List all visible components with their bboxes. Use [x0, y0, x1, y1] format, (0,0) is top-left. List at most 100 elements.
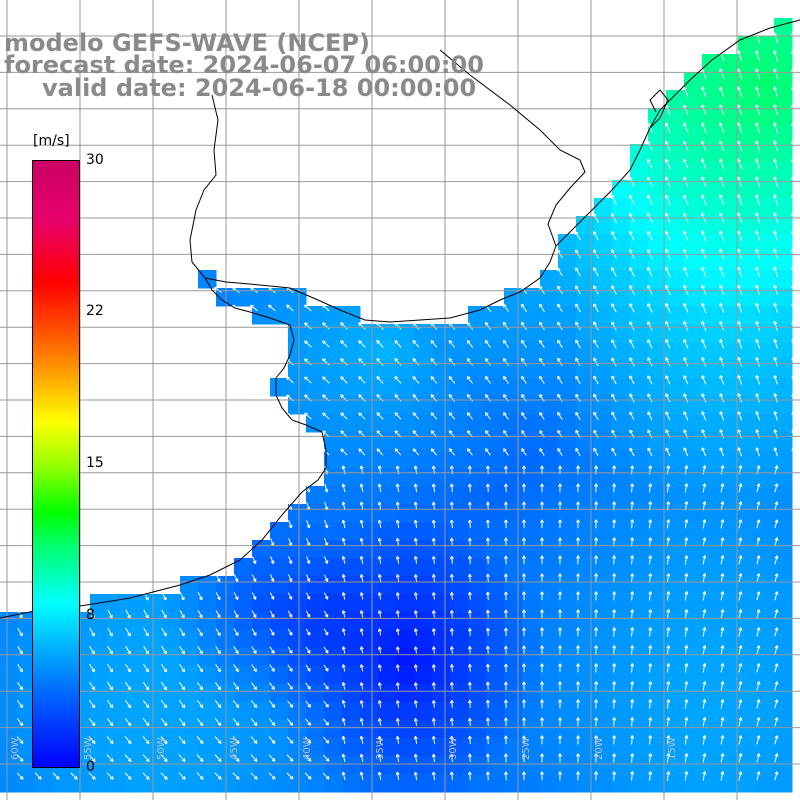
wind-cell	[666, 378, 685, 397]
wind-arrow	[701, 86, 707, 98]
wind-cell	[630, 306, 649, 325]
wind-cell	[378, 594, 397, 613]
wind-cell	[774, 378, 793, 397]
wind-arrow	[448, 448, 455, 456]
wind-arrow	[773, 393, 778, 403]
wind-cell	[684, 216, 703, 235]
wind-cell	[630, 522, 649, 541]
wind-arrow	[646, 194, 653, 206]
wind-cell	[720, 414, 739, 433]
wind-arrow	[322, 304, 330, 312]
wind-cell	[324, 540, 343, 559]
wind-cell	[378, 522, 397, 541]
wind-arrow	[395, 735, 400, 744]
wind-arrow	[666, 573, 671, 583]
wind-cell	[324, 468, 343, 487]
wind-cell	[576, 378, 595, 397]
wind-arrow	[503, 555, 508, 565]
wind-arrow	[431, 682, 436, 690]
wind-field-cells	[0, 18, 793, 793]
wind-cell	[216, 612, 235, 631]
wind-cell	[396, 576, 415, 595]
wind-arrow	[323, 664, 329, 672]
wind-arrow	[701, 338, 707, 349]
wind-arrow	[197, 645, 203, 655]
wind-arrow	[160, 754, 168, 762]
forecast-date: forecast date: 2024-06-07 06:00:00	[4, 51, 484, 79]
wind-cell	[738, 378, 757, 397]
wind-cell	[522, 306, 541, 325]
wind-cell	[558, 630, 577, 649]
wind-arrow	[665, 321, 671, 331]
wind-cell	[270, 648, 289, 667]
wind-arrow	[395, 664, 400, 672]
wind-arrow	[683, 339, 689, 349]
wind-cell	[486, 576, 505, 595]
wind-cell	[540, 558, 559, 577]
wind-arrow	[322, 754, 330, 762]
wind-cell	[288, 630, 307, 649]
wind-arrow	[701, 284, 707, 296]
wind-arrow	[648, 735, 653, 745]
wind-arrow	[576, 663, 581, 673]
wind-cell	[180, 576, 199, 595]
wind-arrow	[773, 447, 778, 457]
wind-arrow	[413, 646, 418, 654]
wind-arrow	[792, 609, 797, 619]
wind-cell	[162, 594, 181, 613]
wind-cell	[594, 342, 613, 361]
wind-cell	[648, 144, 667, 163]
wind-cell	[558, 378, 577, 397]
wind-arrow	[720, 519, 725, 529]
wind-cell	[558, 774, 577, 793]
wind-arrow	[503, 376, 509, 384]
wind-arrow	[756, 591, 761, 601]
wind-cell	[594, 360, 613, 379]
wind-arrow	[756, 537, 761, 547]
wind-cell	[702, 54, 721, 73]
wind-cell	[702, 612, 721, 631]
wind-cell	[468, 504, 487, 523]
wind-arrow	[503, 448, 509, 456]
wind-cell	[342, 684, 361, 703]
wind-arrow	[738, 771, 743, 781]
wind-cell	[576, 234, 595, 253]
wind-arrow	[594, 717, 599, 727]
wind-cell	[774, 648, 793, 667]
wind-cell	[450, 630, 469, 649]
wind-arrow	[485, 555, 490, 565]
wind-cell	[630, 684, 649, 703]
wind-cell	[738, 252, 757, 271]
wind-cell	[720, 360, 739, 379]
wind-arrow	[521, 681, 526, 691]
wind-arrow	[684, 753, 689, 763]
wind-arrow	[269, 664, 275, 672]
wind-arrow	[576, 681, 581, 691]
wind-arrow	[612, 753, 617, 763]
wind-cell	[360, 630, 379, 649]
wind-arrow	[576, 735, 581, 745]
wind-arrow	[323, 682, 329, 690]
wind-arrow	[377, 610, 382, 618]
wind-cell	[540, 486, 559, 505]
wind-cell	[666, 738, 685, 757]
wind-arrow	[594, 591, 599, 601]
wind-cell	[0, 702, 19, 721]
wind-arrow	[666, 591, 671, 601]
wind-arrow	[684, 537, 689, 547]
wind-arrow	[719, 302, 725, 313]
wind-arrow	[449, 771, 454, 781]
wind-cell	[270, 558, 289, 577]
wind-arrow	[792, 519, 797, 529]
wind-cell	[684, 666, 703, 685]
wind-cell	[468, 612, 487, 631]
wind-arrow	[756, 627, 761, 637]
wind-cell	[720, 450, 739, 469]
wind-cell	[738, 270, 757, 289]
wind-cell	[720, 594, 739, 613]
wind-cell	[504, 612, 523, 631]
wind-arrow	[629, 375, 635, 385]
wind-cell	[450, 702, 469, 721]
wind-cell	[0, 684, 19, 703]
wind-arrow	[413, 628, 418, 636]
